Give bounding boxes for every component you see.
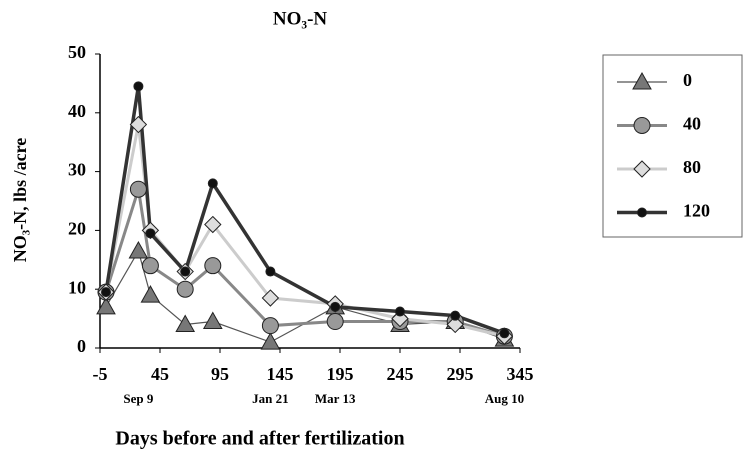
y-tick-label: 0: [77, 336, 86, 356]
x-tick-label: 345: [507, 364, 534, 384]
marker: [129, 180, 147, 198]
marker: [202, 311, 223, 330]
marker: [265, 266, 276, 277]
legend-label: 120: [683, 201, 710, 221]
marker: [632, 71, 652, 90]
y-tick-label: 20: [68, 219, 86, 239]
marker: [96, 296, 116, 315]
marker: [450, 310, 461, 321]
marker: [207, 178, 218, 189]
legend-box: [602, 54, 743, 238]
marker: [204, 257, 222, 275]
y-tick-label: 10: [68, 277, 86, 297]
x-axis-label: Days before and after fertilization: [115, 428, 404, 450]
chart-title: NO₃-N: [273, 8, 328, 29]
marker: [446, 315, 464, 334]
x-tick-label: 195: [327, 364, 354, 384]
y-tick-label: 50: [68, 42, 86, 62]
x-tick-label: 45: [151, 364, 169, 384]
legend-label: 80: [683, 157, 701, 177]
marker: [204, 215, 222, 234]
date-label: Jan 21: [252, 391, 288, 406]
marker: [180, 266, 191, 277]
x-tick-label: 295: [447, 364, 474, 384]
legend-label: 40: [683, 114, 701, 134]
marker: [391, 309, 409, 328]
x-tick-label: 95: [211, 364, 229, 384]
marker: [633, 160, 651, 178]
marker: [140, 285, 161, 303]
marker: [326, 313, 344, 331]
marker: [499, 328, 510, 339]
legend-label: 0: [683, 70, 692, 90]
x-tick-label: 245: [387, 364, 414, 384]
marker: [129, 115, 148, 134]
date-label: Mar 13: [315, 391, 356, 406]
marker: [141, 257, 159, 275]
y-tick-label: 30: [68, 160, 86, 180]
marker: [128, 240, 149, 259]
marker: [260, 332, 281, 350]
y-axis-label: NO₃-N, lbs /acre: [10, 138, 30, 263]
x-tick-label: -5: [93, 364, 108, 384]
series-line: [105, 249, 505, 343]
marker: [395, 306, 405, 317]
marker: [637, 207, 647, 218]
marker: [330, 301, 341, 312]
marker: [261, 317, 279, 335]
marker: [175, 314, 196, 332]
marker: [261, 289, 280, 307]
x-tick-label: 145: [267, 364, 294, 384]
date-label: Sep 9: [123, 391, 153, 406]
date-label: Aug 10: [485, 391, 524, 406]
marker: [145, 228, 156, 239]
marker: [633, 117, 651, 134]
marker: [101, 287, 111, 298]
marker: [133, 81, 144, 92]
y-tick-label: 40: [68, 101, 86, 121]
series-line: [104, 86, 505, 335]
series-line: [104, 124, 505, 338]
marker: [176, 280, 194, 298]
